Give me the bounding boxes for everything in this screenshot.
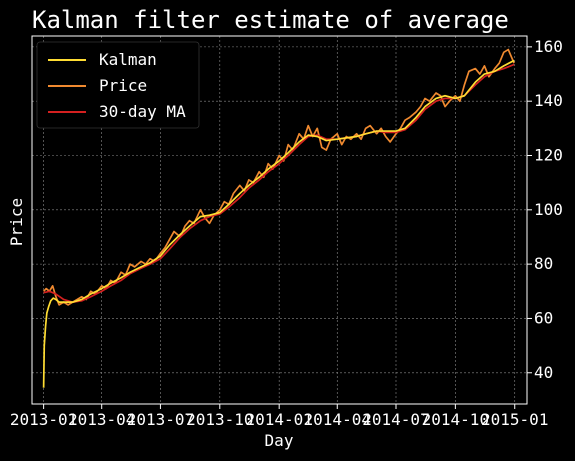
legend: Kalman Price 30-day MA	[36, 41, 200, 129]
x-tick-label: 2014-01	[245, 410, 312, 429]
y-tick-label: 160	[534, 37, 563, 56]
y-tick-label: 80	[534, 254, 553, 273]
series-line-30-day-ma	[43, 63, 515, 303]
y-tick-label: 140	[534, 91, 563, 110]
x-tick-label: 2013-04	[68, 410, 135, 429]
y-axis-ticks: 40 60 80 100 120 140 160	[527, 37, 563, 382]
x-axis-label: Day	[265, 431, 294, 450]
y-tick-label: 120	[534, 145, 563, 164]
series-line-kalman	[42, 59, 515, 388]
y-axis-label: Price	[7, 198, 26, 246]
x-tick-label: 2015-01	[481, 410, 548, 429]
x-axis-ticks: 2013-012013-042013-072013-102014-012014-…	[10, 404, 548, 429]
x-tick-label: 2014-04	[304, 410, 371, 429]
y-tick-label: 60	[534, 308, 553, 327]
y-tick-label: 100	[534, 200, 563, 219]
x-tick-label: 2014-07	[362, 410, 429, 429]
legend-label: 30-day MA	[99, 102, 186, 121]
y-tick-label: 40	[534, 363, 553, 382]
x-tick-label: 2013-01	[10, 410, 77, 429]
x-tick-label: 2013-10	[186, 410, 253, 429]
legend-label: Kalman	[99, 50, 157, 69]
legend-label: Price	[99, 76, 147, 95]
x-tick-label: 2013-07	[127, 410, 194, 429]
legend-box	[36, 41, 200, 129]
series-lines	[42, 48, 515, 388]
chart-title: Kalman filter estimate of average	[32, 6, 509, 34]
x-tick-label: 2014-10	[422, 410, 489, 429]
